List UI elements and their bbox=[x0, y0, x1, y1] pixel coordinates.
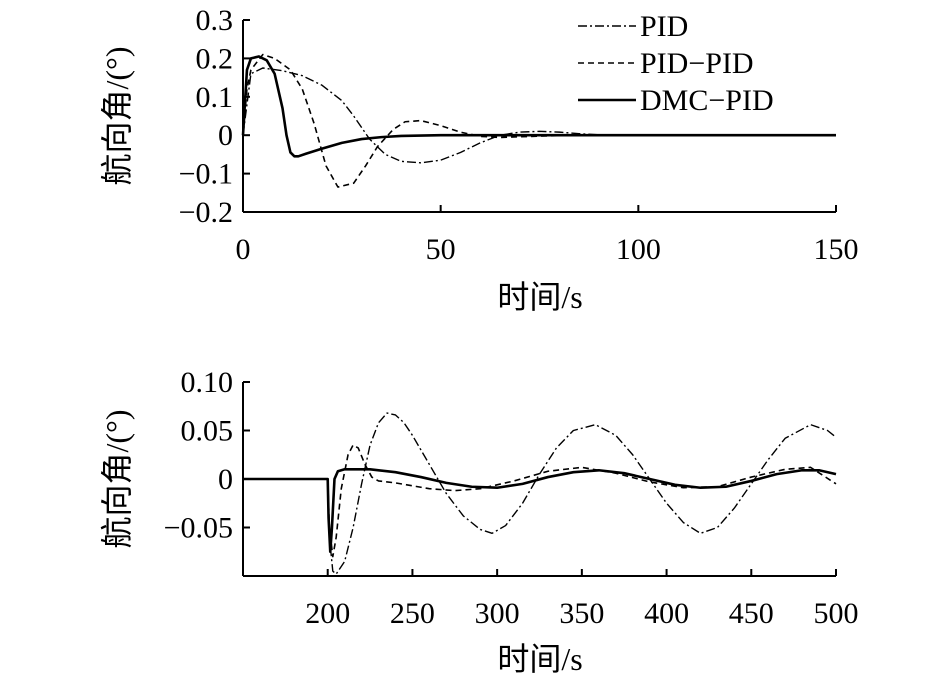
bottom-y-tick-label: 0 bbox=[218, 463, 233, 496]
top-y-tick-label: 0.1 bbox=[196, 81, 234, 114]
bottom-y-tick-label: 0.10 bbox=[181, 366, 234, 399]
top-y-tick-label: 0 bbox=[218, 119, 233, 152]
top-x-tick-label: 50 bbox=[426, 233, 456, 266]
top-y-tick-label: −0.2 bbox=[179, 196, 233, 229]
bottom-series-dmc-pid bbox=[243, 468, 837, 554]
bottom-x-tick-label: 250 bbox=[390, 597, 435, 630]
top-x-tick-label: 150 bbox=[814, 233, 859, 266]
bottom-x-tick-label: 350 bbox=[559, 597, 604, 630]
bottom-x-tick-label: 450 bbox=[729, 597, 774, 630]
top-chart: −0.2 −0.1 0 0.1 0.2 0.3 0 50 100 150 时间/s 航向角/(°)… bbox=[99, 4, 859, 315]
top-y-tick-label: −0.1 bbox=[179, 158, 233, 191]
bottom-y-tick-label: 0.05 bbox=[181, 415, 234, 448]
top-x-axis-label: 时间/s bbox=[497, 279, 582, 315]
top-series-pid bbox=[242, 67, 836, 164]
bottom-x-tick-label: 400 bbox=[644, 597, 689, 630]
bottom-x-tick-label: 500 bbox=[814, 597, 859, 630]
top-y-tick-label: 0.3 bbox=[196, 4, 234, 37]
top-series-pid-pid bbox=[242, 53, 836, 188]
bottom-series-pid-pid bbox=[243, 444, 837, 558]
legend-label-pid: PID bbox=[640, 10, 688, 43]
bottom-x-axis-label: 时间/s bbox=[497, 641, 582, 677]
top-x-tick-label: 0 bbox=[236, 233, 251, 266]
legend-label-pid-pid: PID−PID bbox=[640, 47, 754, 80]
bottom-x-tick-label: 300 bbox=[475, 597, 520, 630]
bottom-x-tick-label: 200 bbox=[305, 597, 350, 630]
legend-label-dmc-pid: DMC−PID bbox=[640, 84, 774, 117]
bottom-y-axis-label: 航向角/(°) bbox=[99, 409, 135, 548]
top-y-axis-label: 航向角/(°) bbox=[99, 46, 135, 185]
top-series-layer bbox=[241, 53, 836, 188]
bottom-series-pid bbox=[243, 412, 837, 575]
top-ticks: −0.2 −0.1 0 0.1 0.2 0.3 0 50 100 150 bbox=[179, 4, 859, 266]
top-y-tick-label: 0.2 bbox=[196, 42, 234, 75]
bottom-chart: −0.05 0 0.05 0.10 200 250 300 350 400 450 500 时间/s… bbox=[99, 366, 859, 677]
bottom-ticks: −0.05 0 0.05 0.10 200 250 300 350 400 450 500 bbox=[164, 366, 859, 630]
bottom-y-tick-label: −0.05 bbox=[164, 512, 233, 545]
legend: PID PID−PID DMC−PID bbox=[578, 10, 774, 117]
top-series-dmc-pid bbox=[241, 55, 836, 158]
top-x-tick-label: 100 bbox=[616, 233, 661, 266]
bottom-series-layer bbox=[243, 412, 837, 575]
